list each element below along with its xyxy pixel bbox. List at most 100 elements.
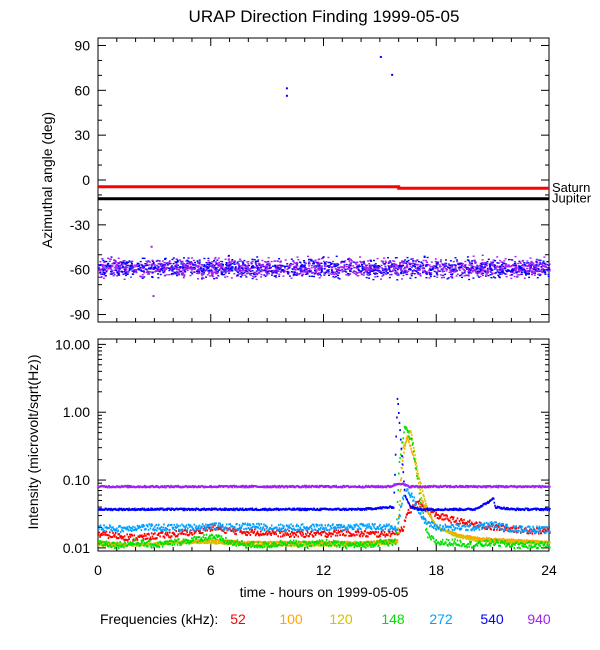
scatter-point [435,264,438,266]
scatter-point [261,259,264,262]
data-point [115,543,117,546]
scatter-point [502,272,505,274]
data-point [284,532,287,535]
scatter-point [126,264,129,267]
scatter-point [307,271,310,273]
scatter-point [389,270,392,272]
data-point [121,545,123,548]
scatter-point [166,264,169,266]
scatter-point [537,273,540,276]
scatter-point [238,260,241,262]
scatter-point [121,262,123,264]
data-point [443,518,446,521]
scatter-point [310,265,313,267]
scatter-point [146,270,149,272]
data-point [130,542,133,545]
scatter-point [160,265,162,267]
data-point [225,532,227,534]
data-point [405,439,408,442]
scatter-point [433,270,436,273]
scatter-point [443,276,446,279]
scatter-point [164,264,167,267]
data-point [357,530,359,533]
y-tick-label: 0.10 [63,472,90,488]
scatter-point [230,277,233,279]
scatter-point [229,267,232,269]
data-point [336,534,339,537]
scatter-point [192,263,194,265]
scatter-point [490,264,493,266]
scatter-point [411,258,414,260]
scatter-point [447,263,450,265]
data-point [490,523,493,526]
scatter-point [348,264,351,266]
scatter-point [180,266,183,268]
scatter-point [198,270,201,273]
scatter-point [369,264,372,266]
scatter-point [538,274,541,277]
data-point [421,487,423,490]
data-point [143,535,145,537]
scatter-point [433,275,436,277]
scatter-point [541,271,544,274]
scatter-point [436,263,439,265]
scatter-point [542,260,545,262]
scatter-point [486,260,489,263]
scatter-point [219,265,222,267]
data-point [407,437,409,440]
scatter-point [293,262,296,264]
scatter-point [187,260,190,262]
scatter-point [173,266,176,268]
data-point [285,533,288,536]
scatter-point [365,266,368,268]
scatter-point [340,262,343,264]
data-point [294,532,296,535]
scatter-point [162,270,165,272]
scatter-point [186,269,189,272]
scatter-point [485,265,488,267]
scatter-point [526,273,528,275]
scatter-point [154,264,157,266]
scatter-point [172,263,175,265]
scatter-point [206,263,209,266]
data-point [282,533,285,536]
data-point [420,496,423,499]
scatter-point [359,256,362,258]
scatter-point [509,274,512,276]
data-point [305,534,308,537]
scatter-point [157,267,159,270]
scatter-point [495,272,497,274]
scatter-point [124,269,127,272]
scatter-point [179,266,182,269]
scatter-point [360,273,363,276]
scatter-point [441,268,443,270]
scatter-point [140,276,143,278]
data-point [466,523,468,526]
scatter-point [214,269,217,272]
scatter-point [237,266,240,269]
scatter-point [501,265,504,268]
scatter-point [448,267,451,269]
scatter-point [510,271,513,274]
data-point [520,539,522,542]
data-point [98,542,101,545]
scatter-point [188,263,191,265]
scatter-point [425,265,428,267]
scatter-point [206,274,209,276]
scatter-point [376,273,379,275]
scatter-point [469,269,472,271]
scatter-point [239,265,242,267]
scatter-point [435,265,438,267]
data-point [109,531,111,534]
scatter-point [373,259,375,262]
scatter-point [310,260,313,262]
data-point [387,529,390,532]
scatter-point [205,266,208,269]
scatter-point [430,272,433,274]
scatter-point [221,260,224,263]
scatter-point [296,272,299,274]
scatter-point [473,269,476,272]
scatter-point [103,261,106,263]
scatter-point [380,264,383,267]
data-point [139,542,142,545]
